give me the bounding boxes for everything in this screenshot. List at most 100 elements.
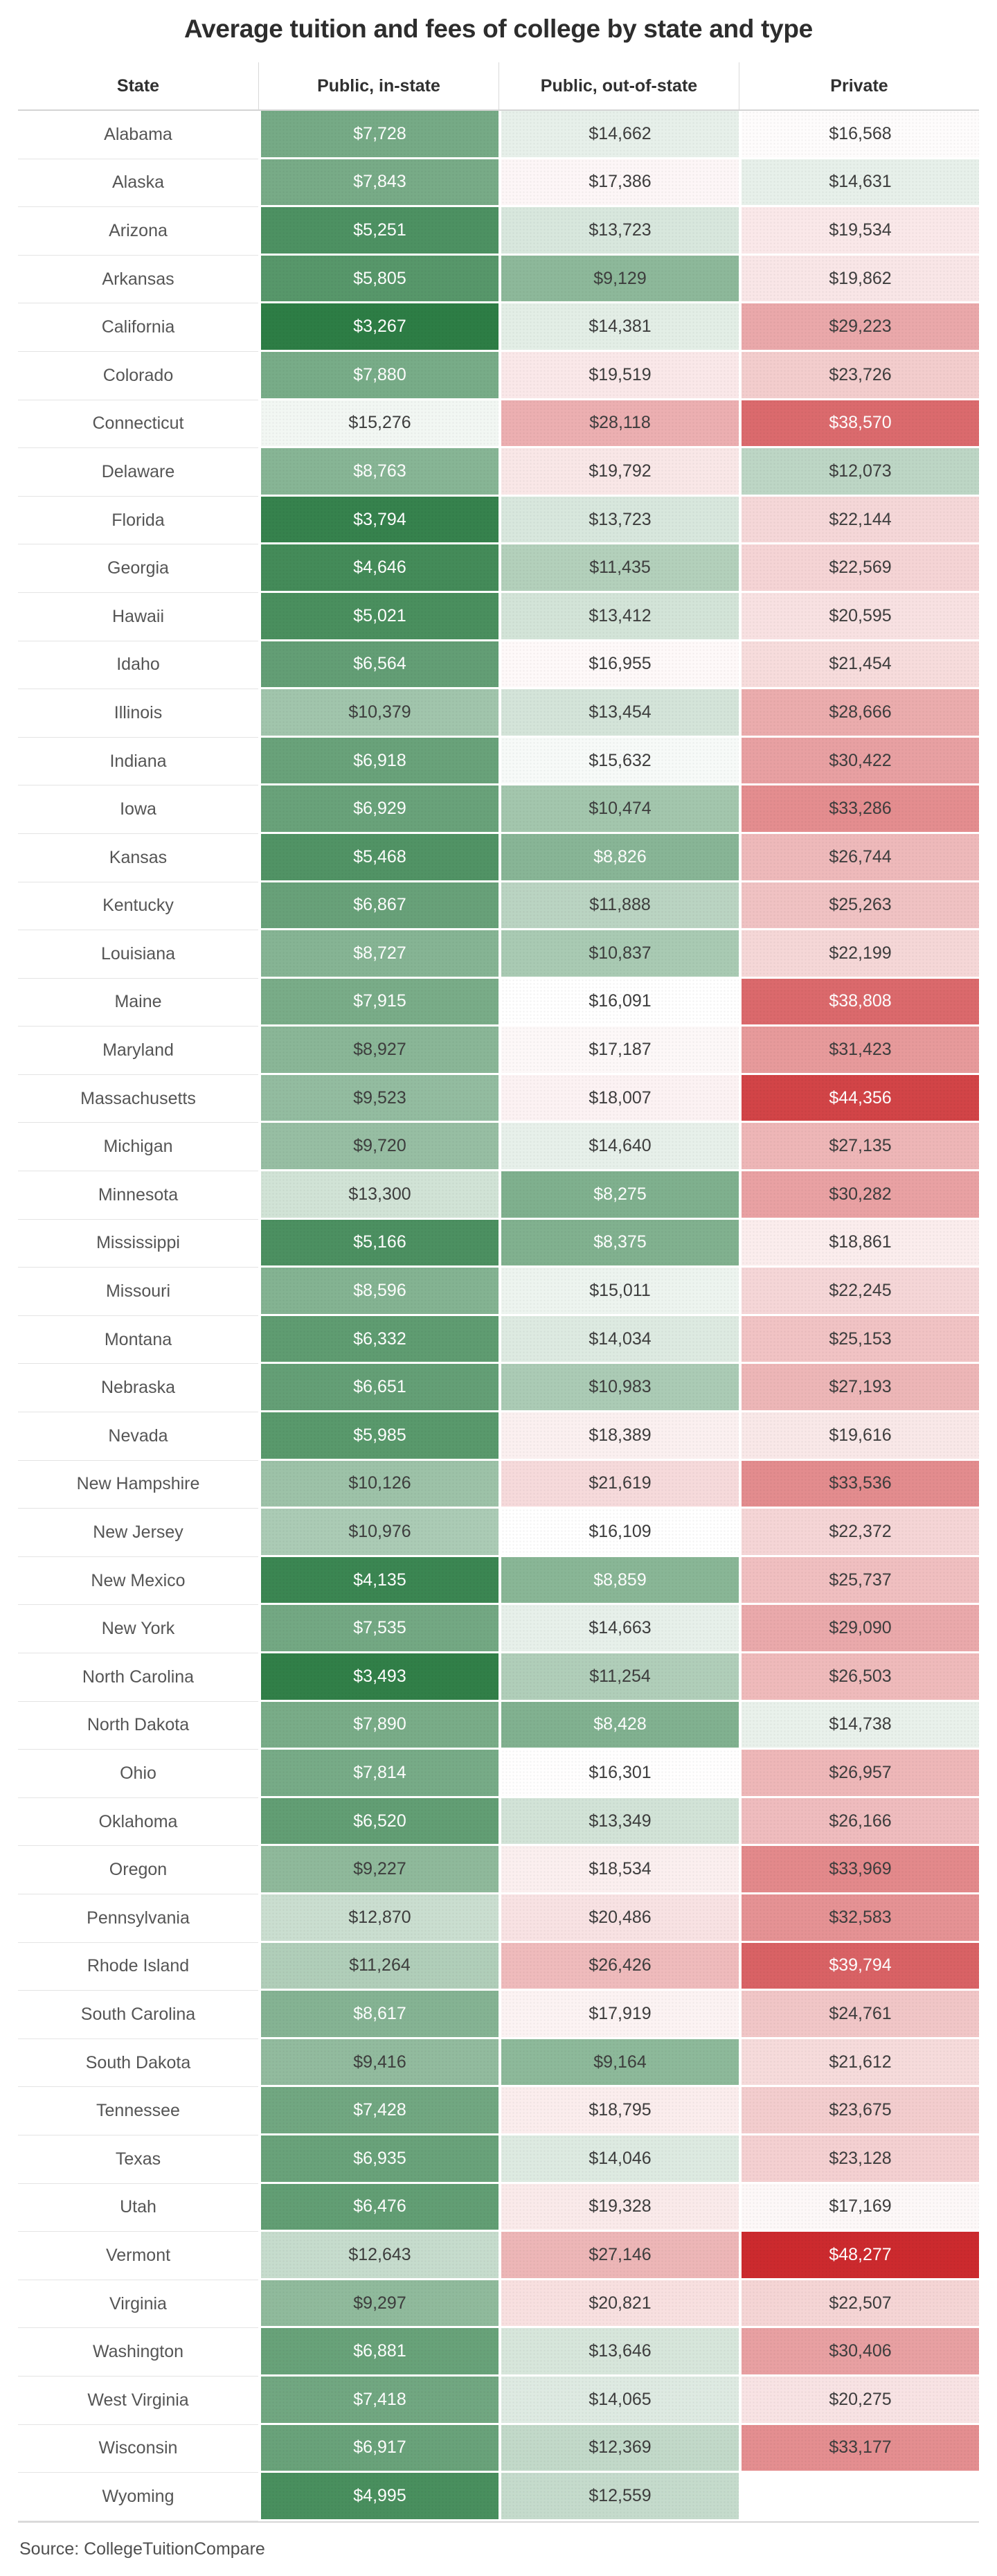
tuition-cell-private: $33,969	[739, 1846, 979, 1894]
table-row: Florida $3,794 $13,723 $22,144	[18, 496, 979, 545]
table-row: Connecticut $15,276 $28,118 $38,570	[18, 400, 979, 449]
table-row: Idaho $6,564 $16,955 $21,454	[18, 641, 979, 690]
table-row: Kansas $5,468 $8,826 $26,744	[18, 833, 979, 882]
tuition-cell-public-out-of-state: $10,474	[498, 785, 739, 834]
table-row: Virginia $9,297 $20,821 $22,507	[18, 2280, 979, 2329]
tuition-cell-private: $26,744	[739, 833, 979, 882]
tuition-cell-public-out-of-state: $14,065	[498, 2376, 739, 2425]
tuition-cell-private: $33,536	[739, 1460, 979, 1509]
state-name: Wisconsin	[18, 2424, 258, 2473]
tuition-cell-public-in-state: $9,720	[258, 1123, 498, 1172]
tuition-cell-private: $20,595	[739, 592, 979, 641]
tuition-cell-public-in-state: $5,166	[258, 1219, 498, 1268]
tuition-cell-private: $23,128	[739, 2135, 979, 2184]
column-header-state: State	[116, 75, 160, 96]
table-row: Alabama $7,728 $14,662 $16,568	[18, 111, 979, 159]
tuition-cell-private: $19,534	[739, 207, 979, 256]
tuition-cell-private: $18,861	[739, 1219, 979, 1268]
state-name: Arizona	[18, 207, 258, 256]
table-row: Iowa $6,929 $10,474 $33,286	[18, 785, 979, 834]
tuition-cell-public-out-of-state: $14,662	[498, 111, 739, 159]
tuition-cell-private: $39,794	[739, 1942, 979, 1991]
state-name: California	[18, 303, 258, 352]
tuition-cell-public-out-of-state: $21,619	[498, 1460, 739, 1509]
tuition-cell-public-in-state: $5,021	[258, 592, 498, 641]
state-name: Delaware	[18, 448, 258, 497]
state-name: Washington	[18, 2328, 258, 2377]
tuition-cell-public-out-of-state: $14,640	[498, 1123, 739, 1172]
tuition-cell-public-in-state: $7,535	[258, 1605, 498, 1653]
state-name: Oregon	[18, 1846, 258, 1894]
table-row: North Carolina $3,493 $11,254 $26,503	[18, 1653, 979, 1702]
tuition-cell-public-in-state: $9,416	[258, 2038, 498, 2088]
tuition-cell-public-in-state: $6,332	[258, 1315, 498, 1365]
tuition-cell-public-in-state: $6,564	[258, 641, 498, 690]
table-row: Washington $6,881 $13,646 $30,406	[18, 2328, 979, 2377]
tuition-cell-public-out-of-state: $16,301	[498, 1750, 739, 1798]
tuition-cell-private: $26,166	[739, 1797, 979, 1847]
tuition-cell-public-out-of-state: $9,164	[498, 2038, 739, 2088]
table-row: Missouri $8,596 $15,011 $22,245	[18, 1268, 979, 1316]
state-name: Montana	[18, 1315, 258, 1365]
tuition-cell-public-in-state: $3,493	[258, 1653, 498, 1702]
table-row: Mississippi $5,166 $8,375 $18,861	[18, 1219, 979, 1268]
table-row: Montana $6,332 $14,034 $25,153	[18, 1315, 979, 1365]
tuition-cell-public-in-state: $9,523	[258, 1074, 498, 1123]
tuition-cell-public-in-state: $3,794	[258, 496, 498, 545]
state-name: Missouri	[18, 1268, 258, 1316]
tuition-cell-public-out-of-state: $8,375	[498, 1219, 739, 1268]
tuition-cell-public-out-of-state: $14,381	[498, 303, 739, 352]
tuition-cell-public-in-state: $4,995	[258, 2473, 498, 2521]
tuition-cell-private: $44,356	[739, 1074, 979, 1123]
tuition-cell-public-in-state: $5,805	[258, 255, 498, 304]
state-name: Illinois	[18, 689, 258, 738]
tuition-cell-public-in-state: $5,251	[258, 207, 498, 256]
state-name: Rhode Island	[18, 1942, 258, 1991]
tuition-cell-private: $12,073	[739, 448, 979, 497]
tuition-cell-public-out-of-state: $15,011	[498, 1268, 739, 1316]
state-name: South Dakota	[18, 2038, 258, 2088]
tuition-cell-public-out-of-state: $13,646	[498, 2328, 739, 2377]
tuition-cell-public-out-of-state: $13,723	[498, 207, 739, 256]
state-name: North Dakota	[18, 1701, 258, 1750]
state-name: Maryland	[18, 1027, 258, 1075]
tuition-cell-public-in-state: $7,814	[258, 1750, 498, 1798]
table-row: Indiana $6,918 $15,632 $30,422	[18, 737, 979, 786]
tuition-cell-public-out-of-state: $18,007	[498, 1074, 739, 1123]
tuition-cell-public-in-state: $6,651	[258, 1364, 498, 1413]
tuition-cell-private: $14,631	[739, 159, 979, 208]
tuition-cell-private: $19,862	[739, 255, 979, 304]
state-name: Connecticut	[18, 400, 258, 449]
table-row: Delaware $8,763 $19,792 $12,073	[18, 448, 979, 497]
state-name: New York	[18, 1605, 258, 1653]
state-name: Massachusetts	[18, 1074, 258, 1123]
tuition-cell-private: $21,612	[739, 2038, 979, 2088]
tuition-cell-private: $22,144	[739, 496, 979, 545]
tuition-cell-private: $23,675	[739, 2087, 979, 2135]
table-row: Wyoming $4,995 $12,559	[18, 2473, 979, 2521]
tuition-cell-public-out-of-state: $13,723	[498, 496, 739, 545]
table-row: Nevada $5,985 $18,389 $19,616	[18, 1412, 979, 1461]
tuition-heatmap-table: State Public, in-state Public, out-of-st…	[18, 62, 979, 2523]
table-row: New York $7,535 $14,663 $29,090	[18, 1605, 979, 1653]
state-name: New Mexico	[18, 1556, 258, 1606]
table-row: Texas $6,935 $14,046 $23,128	[18, 2135, 979, 2184]
state-name: Wyoming	[18, 2473, 258, 2521]
table-row: New Jersey $10,976 $16,109 $22,372	[18, 1509, 979, 1557]
tuition-cell-public-out-of-state: $13,454	[498, 689, 739, 738]
tuition-cell-public-in-state: $7,843	[258, 159, 498, 208]
table-row: Illinois $10,379 $13,454 $28,666	[18, 689, 979, 738]
tuition-cell-public-out-of-state: $17,187	[498, 1027, 739, 1075]
table-row: Kentucky $6,867 $11,888 $25,263	[18, 882, 979, 931]
tuition-cell-private: $17,169	[739, 2183, 979, 2232]
tuition-cell-public-in-state: $8,617	[258, 1991, 498, 2039]
tuition-cell-public-in-state: $15,276	[258, 400, 498, 449]
tuition-cell-public-out-of-state: $13,349	[498, 1797, 739, 1847]
state-name: Alaska	[18, 159, 258, 208]
table-row: West Virginia $7,418 $14,065 $20,275	[18, 2376, 979, 2425]
table-row: Colorado $7,880 $19,519 $23,726	[18, 351, 979, 400]
tuition-cell-public-in-state: $7,728	[258, 111, 498, 159]
tuition-cell-public-in-state: $8,763	[258, 448, 498, 497]
table-row: Nebraska $6,651 $10,983 $27,193	[18, 1364, 979, 1413]
tuition-cell-public-in-state: $10,976	[258, 1509, 498, 1557]
